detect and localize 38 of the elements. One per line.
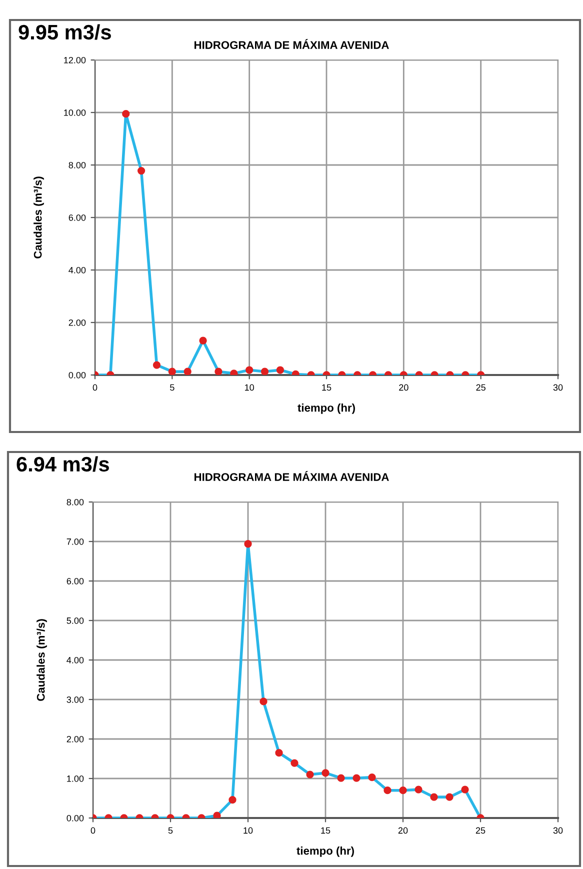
y-tick-label: 2.00: [68, 319, 86, 326]
x-tick-label: 30: [553, 384, 563, 391]
y-axis-title: Caudales (m³/s): [36, 619, 47, 701]
y-tick-label: 12.00: [64, 56, 86, 64]
y-tick-label: 3.00: [66, 696, 84, 703]
x-tick-label: 20: [398, 827, 408, 834]
x-tick-label: 30: [553, 827, 563, 834]
x-tick-label: 10: [245, 384, 254, 391]
x-tick-label: 15: [322, 384, 332, 391]
y-tick-label: 10.00: [64, 109, 86, 116]
text: 9.95 m3/s: [18, 24, 111, 40]
y-tick-label: 4.00: [68, 266, 86, 274]
x-tick-label: 5: [168, 827, 173, 834]
y-tick-label: 8.00: [66, 498, 84, 506]
y-tick-label: 2.00: [66, 736, 84, 742]
x-axis-title: tiempo (hr): [298, 404, 355, 414]
x-tick-label: 0: [92, 384, 98, 391]
y-tick-label: 4.00: [66, 656, 84, 664]
x-tick-label: 10: [244, 827, 253, 834]
y-tick-label: 5.00: [66, 617, 84, 624]
y-tick-label: 0.00: [66, 814, 84, 822]
y-tick-label: 0.00: [68, 372, 86, 378]
y-tick-label: 8.00: [68, 162, 86, 168]
x-tick-label: 0: [90, 827, 96, 834]
y-tick-label: 7.00: [66, 538, 84, 545]
x-tick-label: 25: [476, 384, 486, 391]
y-tick-label: 6.00: [66, 578, 84, 584]
y-tick-label: 6.00: [68, 214, 86, 221]
x-tick-label: 5: [170, 384, 174, 391]
text: 6.94 m3/s: [16, 456, 109, 472]
x-tick-label: 15: [321, 827, 330, 834]
y-axis-title: Caudales (m³/s): [34, 176, 44, 258]
x-tick-label: 20: [399, 384, 408, 391]
x-axis-title: tiempo (hr): [296, 846, 354, 857]
chart-title: HIDROGRAMA DE MÁXIMA AVENIDA: [194, 39, 389, 49]
y-tick-label: 1.00: [67, 775, 84, 782]
x-tick-label: 25: [476, 827, 486, 834]
chart-title: HIDROGRAMA DE MÁXIMA AVENIDA: [194, 471, 389, 481]
